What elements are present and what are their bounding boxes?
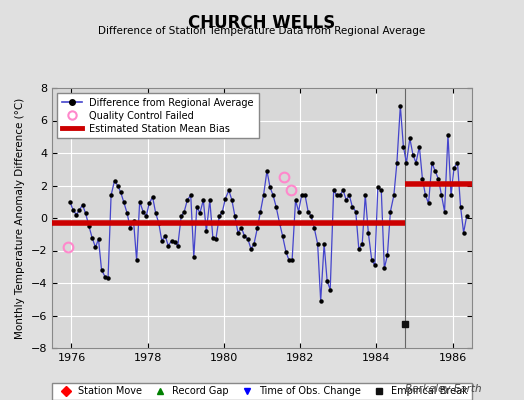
Text: CHURCH WELLS: CHURCH WELLS: [188, 14, 336, 32]
Y-axis label: Monthly Temperature Anomaly Difference (°C): Monthly Temperature Anomaly Difference (…: [16, 97, 26, 339]
Legend: Station Move, Record Gap, Time of Obs. Change, Empirical Break: Station Move, Record Gap, Time of Obs. C…: [52, 382, 472, 400]
Text: Berkeley Earth: Berkeley Earth: [406, 384, 482, 394]
Text: Difference of Station Temperature Data from Regional Average: Difference of Station Temperature Data f…: [99, 26, 425, 36]
